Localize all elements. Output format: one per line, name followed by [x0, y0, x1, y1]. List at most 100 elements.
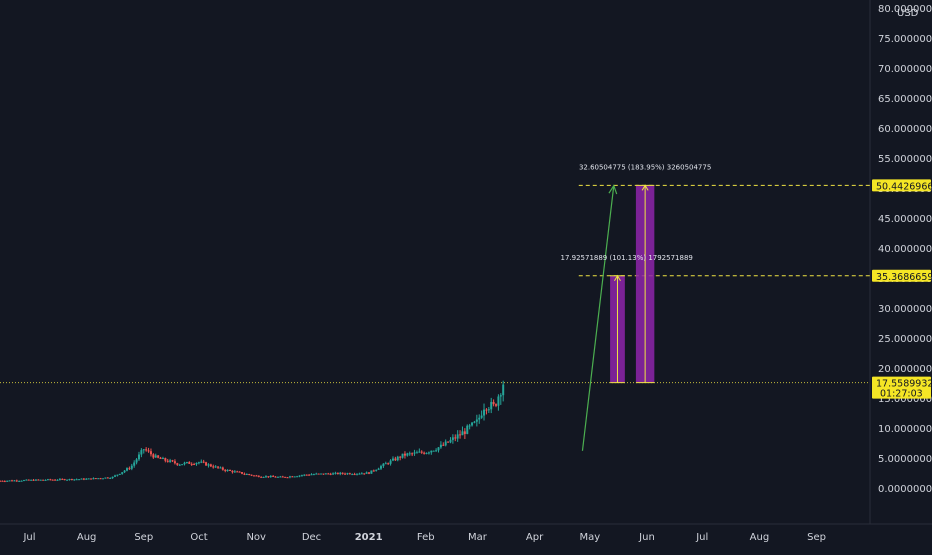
price-tags-layer: 50.44269664 35.36866592 17.5589932901:27:0…	[872, 179, 932, 400]
candle-body	[336, 472, 339, 475]
candle-body	[178, 464, 181, 466]
time-tick-label: Nov	[246, 532, 266, 543]
candle-body	[173, 461, 176, 464]
candle-body	[281, 476, 284, 478]
measure-label-lower: 17.92571889 (101.13%) 1792571889	[561, 254, 693, 262]
candle-body	[485, 409, 488, 411]
candle-body	[471, 422, 474, 426]
candle-body	[109, 478, 112, 480]
candle-body	[473, 421, 476, 423]
candle-body	[394, 458, 397, 461]
candle-body	[427, 452, 430, 454]
candle-body	[32, 479, 35, 481]
candle-body	[293, 476, 296, 478]
candle-body	[183, 462, 186, 465]
candle-body	[497, 396, 500, 406]
candle-body	[70, 479, 73, 481]
candle-body	[42, 479, 45, 481]
candle-body	[125, 468, 128, 471]
candle-body	[379, 466, 382, 469]
candle-body	[291, 476, 294, 478]
candle-body	[226, 469, 229, 471]
candle-body	[92, 478, 95, 480]
candle-body	[233, 471, 236, 473]
projection-arrowhead	[641, 184, 649, 191]
candle-body	[310, 474, 313, 476]
candle-body	[3, 481, 6, 483]
candle-body	[430, 450, 433, 453]
candle-body	[257, 475, 260, 477]
candle-body	[279, 476, 282, 478]
candle-body	[231, 470, 234, 473]
candle-body	[435, 450, 438, 452]
candle-body	[85, 478, 88, 480]
candle-body	[135, 459, 138, 463]
candle-body	[97, 478, 100, 480]
candle-body	[221, 467, 224, 470]
candle-body	[224, 469, 227, 471]
time-tick-label: Dec	[302, 532, 321, 543]
candle-body	[300, 475, 303, 477]
time-axis[interactable]: Jul Aug Sep Oct Nov Dec 2021 Feb Mar Apr May Jun Jul…	[22, 532, 826, 543]
candle-body	[212, 466, 215, 468]
current-price-tag[interactable]: 17.55899329	[876, 379, 932, 390]
candle-body	[188, 462, 191, 464]
candle-body	[34, 479, 37, 481]
candle-body	[39, 479, 42, 481]
candle-body	[49, 479, 52, 481]
candle-body	[161, 458, 164, 460]
candles-layer	[0, 380, 505, 483]
candle-body	[202, 461, 205, 463]
candle-body	[415, 452, 418, 454]
candle-body	[90, 478, 93, 480]
candle-body	[0, 480, 1, 482]
candle-body	[116, 474, 119, 476]
level-price-tag-lower[interactable]: 35.36866592	[876, 272, 932, 283]
candle-body	[78, 479, 81, 481]
candle-body	[344, 473, 347, 475]
candle-body	[437, 447, 440, 451]
candle-body	[413, 452, 416, 454]
candle-body	[351, 474, 354, 476]
candle-body	[262, 476, 265, 478]
candle-body	[463, 431, 466, 434]
candle-body	[408, 453, 411, 455]
candle-body	[114, 475, 117, 477]
candle-body	[250, 474, 253, 476]
trend-arrow-line[interactable]	[581, 185, 615, 451]
candle-body	[104, 477, 107, 479]
reference-lines-layer	[0, 184, 870, 384]
candle-body	[468, 425, 471, 427]
candle-body	[217, 466, 220, 468]
level-price-tag-lower-box	[872, 269, 931, 282]
candle-body	[18, 480, 21, 482]
candle-body	[75, 479, 78, 481]
candle-body	[308, 474, 311, 476]
candle-body	[320, 473, 323, 475]
candle-body	[102, 478, 105, 480]
candle-body	[44, 479, 47, 481]
level-price-tag-upper[interactable]: 50.44269664	[876, 181, 932, 192]
candle-body	[267, 476, 270, 478]
candle-body	[324, 473, 327, 475]
currency-label[interactable]: USD	[897, 8, 919, 19]
candle-body	[30, 479, 33, 481]
candle-body	[63, 479, 66, 481]
candle-body	[442, 444, 445, 446]
candle-body	[384, 463, 387, 465]
candle-body	[1, 480, 4, 482]
candle-body	[73, 479, 76, 481]
candle-body	[171, 460, 174, 462]
candle-body	[137, 454, 140, 460]
candle-body	[123, 470, 126, 473]
candle-body	[61, 478, 64, 480]
